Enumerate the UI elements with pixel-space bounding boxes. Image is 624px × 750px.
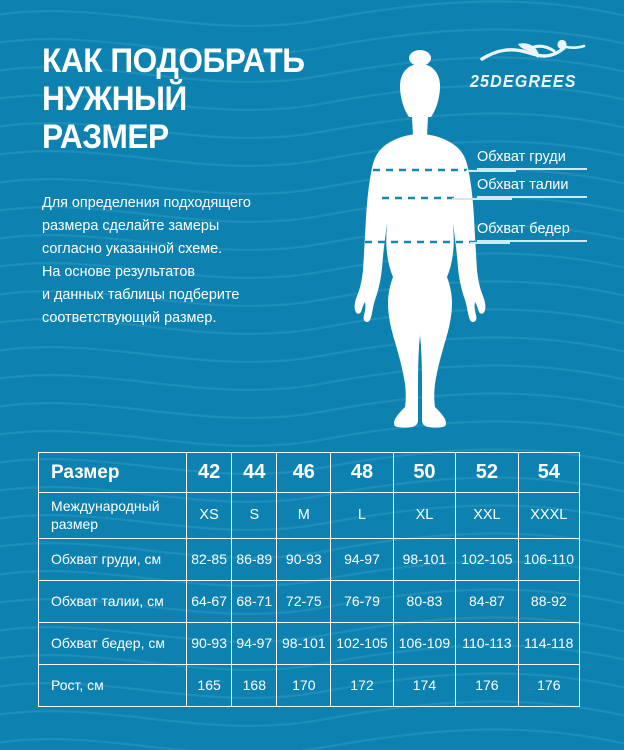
cell-international-size-4: XL	[392, 492, 457, 539]
cell-international-size-1: S	[231, 492, 278, 539]
cell-international-size-5: XXL	[455, 492, 519, 539]
table-header-row: Размер 42 44 46 48 50 52 54	[38, 452, 581, 493]
page-title-line-2: нужный	[42, 80, 187, 119]
callout-hips: Обхват бедер	[477, 221, 587, 242]
cell-height-5: 176	[455, 664, 519, 707]
cell-waist-5: 84-87	[455, 580, 519, 623]
swimmer-icon	[480, 39, 586, 61]
cell-height-0: 165	[185, 664, 233, 707]
callout-chest-label: Обхват груди	[477, 149, 566, 165]
intro-line-1: Для определения подходящего	[42, 195, 251, 211]
cell-waist-2: 72-75	[276, 580, 332, 623]
row-label-waist: Обхват талии, см	[38, 580, 187, 623]
table-row-height: Рост, см 165 168 170 172 174 176 176	[38, 664, 581, 707]
cell-hips-1: 94-97	[231, 622, 278, 665]
page-title-line-1: Как подобрать	[42, 42, 305, 80]
cell-chest-3: 94-97	[330, 538, 394, 581]
cell-height-1: 168	[231, 664, 278, 707]
cell-waist-6: 88-92	[517, 580, 581, 623]
table-header-size-42: 42	[185, 452, 233, 493]
chest-leader-line	[466, 170, 516, 172]
cell-hips-0: 90-93	[185, 622, 233, 665]
cell-hips-5: 110-113	[455, 622, 519, 665]
row-label-international-size: Международный размер	[38, 492, 187, 539]
callout-hips-label: Обхват бедер	[477, 221, 570, 237]
callout-waist-rule	[477, 196, 587, 198]
table-row-international-size: Международный размер XS S M L XL XXL XXX…	[38, 492, 581, 539]
table-header-size-46: 46	[276, 452, 332, 493]
cell-international-size-3: L	[330, 492, 394, 539]
callout-chest-rule	[477, 168, 587, 170]
callout-waist: Обхват талии	[477, 177, 587, 198]
brand-logo-text: 25DEGREES	[470, 71, 577, 91]
cell-height-6: 176	[517, 664, 581, 707]
cell-international-size-6: XXXL	[517, 492, 581, 539]
cell-waist-0: 64-67	[185, 580, 233, 623]
table-row-chest: Обхват груди, см 82-85 86-89 90-93 94-97…	[38, 538, 581, 581]
intro-line-4: На основе результатов	[42, 264, 195, 281]
cell-waist-1: 68-71	[231, 580, 278, 623]
table-header-size-48: 48	[330, 452, 394, 493]
table-header-size-label: Размер	[38, 452, 187, 493]
cell-hips-4: 106-109	[392, 622, 457, 665]
cell-chest-0: 82-85	[185, 538, 233, 581]
intro-line-6: соответствующий размер.	[42, 310, 217, 327]
brand-logo: 25DEGREES	[470, 36, 600, 92]
intro-paragraph: Для определения подходящего размера сдел…	[42, 192, 322, 330]
cell-international-size-0: XS	[185, 492, 233, 539]
waist-leader-line	[452, 198, 512, 200]
row-label-height: Рост, см	[38, 664, 187, 707]
row-label-hips: Обхват бедер, см	[38, 622, 187, 665]
cell-chest-4: 98-101	[392, 538, 457, 581]
hips-leader-line	[470, 242, 510, 244]
cell-height-4: 174	[392, 664, 457, 707]
table-header-size-52: 52	[455, 452, 519, 493]
callout-chest: Обхват груди	[477, 149, 587, 170]
cell-hips-3: 102-105	[330, 622, 394, 665]
cell-hips-6: 114-118	[517, 622, 581, 665]
table-header-size-50: 50	[392, 452, 457, 493]
callout-waist-label: Обхват талии	[477, 177, 569, 193]
intro-line-3: согласно указанной схеме.	[42, 241, 223, 258]
body-figure-illustration	[354, 50, 486, 428]
cell-chest-2: 90-93	[276, 538, 332, 581]
table-header-size-44: 44	[231, 452, 278, 493]
cell-waist-3: 76-79	[330, 580, 394, 623]
row-label-chest: Обхват груди, см	[38, 538, 187, 581]
cell-chest-6: 106-110	[517, 538, 581, 581]
callout-hips-rule	[477, 240, 587, 242]
cell-chest-5: 102-105	[455, 538, 519, 581]
page-title: Как подобрать нужный размер	[42, 42, 349, 156]
size-table: Размер 42 44 46 48 50 52 54 Международны…	[38, 452, 581, 707]
cell-international-size-2: M	[276, 492, 332, 539]
page-title-line-3: размер	[42, 118, 169, 157]
cell-height-3: 172	[330, 664, 394, 707]
cell-waist-4: 80-83	[392, 580, 457, 623]
cell-hips-2: 98-101	[276, 622, 332, 665]
cell-chest-1: 86-89	[231, 538, 278, 581]
table-header-size-54: 54	[517, 452, 581, 493]
table-row-hips: Обхват бедер, см 90-93 94-97 98-101 102-…	[38, 622, 581, 665]
table-row-waist: Обхват талии, см 64-67 68-71 72-75 76-79…	[38, 580, 581, 623]
intro-line-5: и данных таблицы подберите	[42, 287, 240, 304]
cell-height-2: 170	[276, 664, 332, 707]
intro-line-2: размера сделайте замеры	[42, 218, 220, 235]
